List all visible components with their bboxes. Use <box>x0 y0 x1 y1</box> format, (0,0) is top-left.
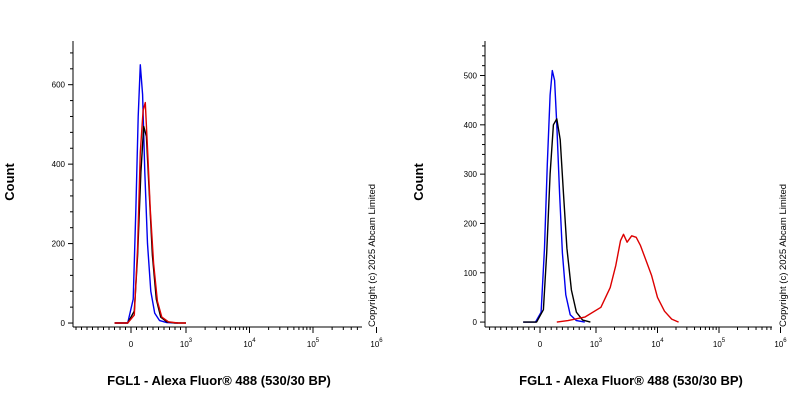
y-tick-label: 100 <box>464 269 478 278</box>
plot-frame <box>484 41 772 328</box>
x-tick-base: 10 <box>590 340 599 349</box>
plot-frame <box>72 41 362 328</box>
x-tick-exponent: 4 <box>252 338 256 344</box>
x-tick-label: 106 <box>370 338 383 349</box>
copyright-note: Copyright (c) 2025 Abcam Limited <box>367 184 378 327</box>
x-tick-exponent: 5 <box>316 338 320 344</box>
histogram-series-3 <box>556 233 679 323</box>
x-tick-base: 0 <box>538 340 543 349</box>
y-axis-ticks: 0 200 400 600 <box>52 52 73 328</box>
copyright-note: Copyright (c) 2025 Abcam Limited <box>778 184 789 327</box>
series-group <box>523 69 679 323</box>
x-tick-base: 0 <box>129 340 134 349</box>
x-tick-label: 106 <box>774 338 787 349</box>
histogram-series-1 <box>114 64 178 324</box>
y-tick-label: 0 <box>473 318 478 327</box>
x-tick-label: 0 <box>538 340 543 349</box>
x-tick-label: 103 <box>180 338 193 349</box>
x-axis-ticks: 0 103 104 105 106 <box>489 327 787 349</box>
y-axis-label: Count <box>2 163 17 201</box>
y-tick-label: 600 <box>52 81 66 90</box>
y-tick-label: 200 <box>464 219 478 228</box>
x-tick-base: 10 <box>243 340 252 349</box>
x-tick-base: 10 <box>651 340 660 349</box>
histogram-series-2 <box>114 125 186 324</box>
y-tick-label: 500 <box>464 72 478 81</box>
y-tick-label: 200 <box>52 240 66 249</box>
x-tick-base: 10 <box>307 340 316 349</box>
histogram-series-3 <box>114 101 186 324</box>
x-tick-label: 0 <box>129 340 134 349</box>
x-tick-base: 10 <box>713 340 722 349</box>
x-axis-label: FGL1 - Alexa Fluor® 488 (530/30 BP) <box>519 373 743 388</box>
x-tick-base: 10 <box>774 340 783 349</box>
x-tick-base: 10 <box>370 340 379 349</box>
y-tick-label: 400 <box>464 121 478 130</box>
x-tick-exponent: 6 <box>783 338 787 344</box>
y-tick-label: 400 <box>52 160 66 169</box>
x-tick-exponent: 5 <box>722 338 726 344</box>
x-tick-exponent: 4 <box>660 338 664 344</box>
x-tick-label: 103 <box>590 338 603 349</box>
y-axis-label: Count <box>411 163 426 201</box>
x-tick-label: 105 <box>713 338 726 349</box>
x-tick-exponent: 3 <box>189 338 193 344</box>
x-tick-label: 105 <box>307 338 320 349</box>
histogram-series-2 <box>523 118 591 323</box>
x-tick-label: 104 <box>651 338 664 349</box>
x-axis-label: FGL1 - Alexa Fluor® 488 (530/30 BP) <box>107 373 331 388</box>
y-tick-label: 300 <box>464 170 478 179</box>
x-tick-label: 104 <box>243 338 256 349</box>
y-axis-ticks: 0 100 200 300 400 500 <box>464 45 485 327</box>
series-group <box>114 64 186 324</box>
x-tick-exponent: 3 <box>599 338 603 344</box>
x-tick-base: 10 <box>180 340 189 349</box>
x-tick-exponent: 6 <box>379 338 383 344</box>
histogram-series-1 <box>523 69 585 323</box>
x-axis-ticks: 0 103 104 105 106 <box>75 327 383 349</box>
y-tick-label: 0 <box>61 319 66 328</box>
